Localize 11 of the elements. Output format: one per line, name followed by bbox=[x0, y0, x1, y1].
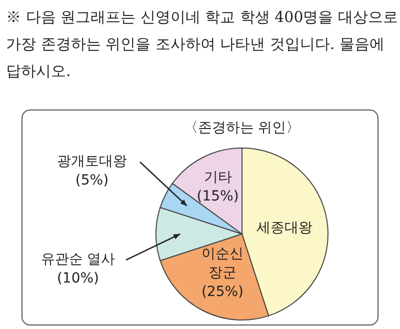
slice-label: 이순신 장군 bbox=[201, 246, 244, 282]
slice-label: 기타 bbox=[204, 170, 232, 186]
slice-label: 유관순 열사 bbox=[40, 251, 116, 268]
slice-label: 광개토대왕 bbox=[57, 153, 127, 170]
chart-title: 〈존경하는 위인〉 bbox=[184, 120, 300, 136]
data-label: (10%) bbox=[56, 270, 100, 286]
slice-label: 세종대왕 bbox=[256, 220, 312, 236]
data-label: (5%) bbox=[75, 172, 109, 188]
text: ※ 다음 원그래프는 신영이네 학교 학생 400명을 대상으로 가장 존경하는 위인을 조사하여 나타낸 것입니다. 물음에 답하시오. bbox=[6, 7, 398, 82]
data-label: (15%) bbox=[196, 188, 239, 205]
data-label: (25%) bbox=[201, 284, 244, 300]
